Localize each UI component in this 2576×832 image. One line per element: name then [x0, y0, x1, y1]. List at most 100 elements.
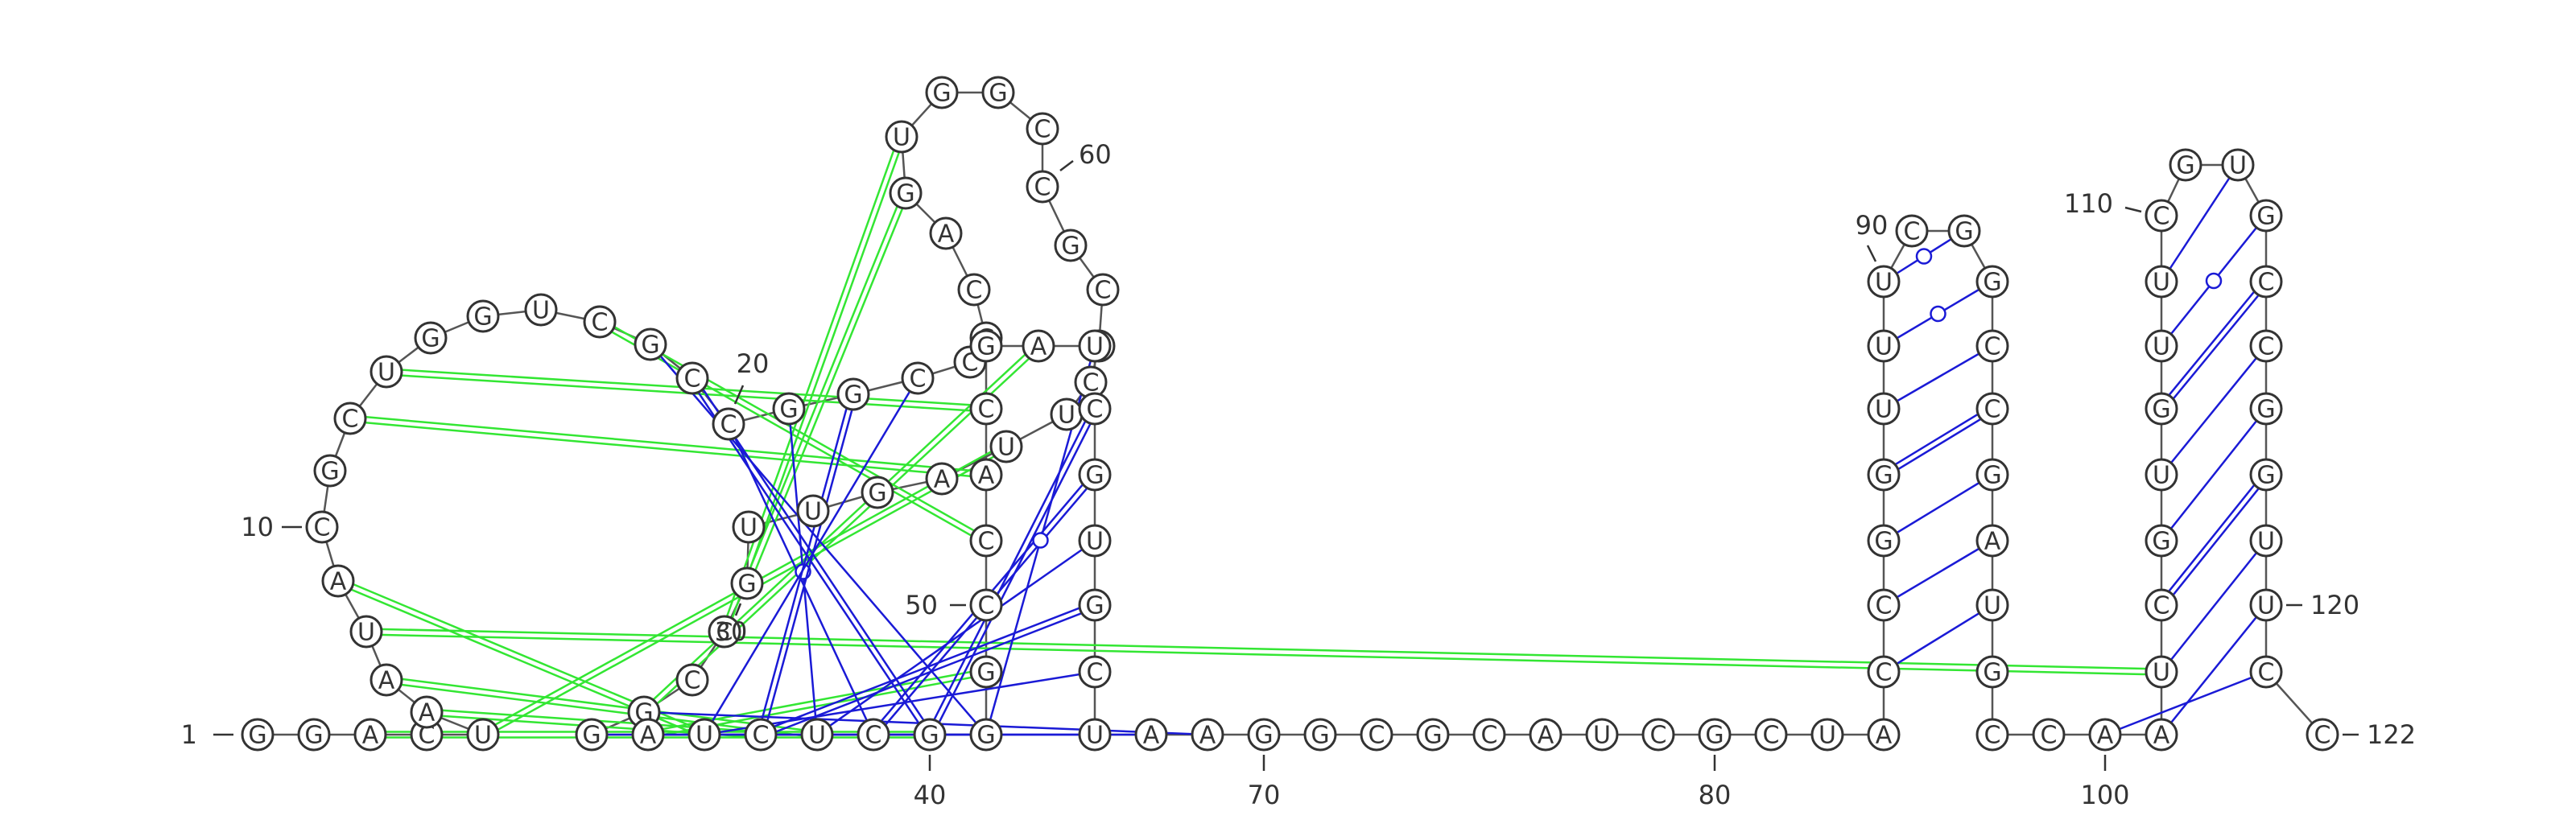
nucleotide-letter: G — [1874, 462, 1893, 490]
nucleotide-letter: G — [421, 325, 440, 353]
nucleotide-letter: C — [1034, 174, 1051, 202]
nucleotide-layer: GGACUAAUACGCUGGUCGCCGGCCGCAGUGGCCGCUCUUA… — [241, 76, 2339, 752]
nucleotide-circle — [1026, 112, 1059, 146]
base-pair-gc — [2162, 476, 2269, 608]
position-label: 10 — [241, 512, 274, 542]
nucleotide-letter: G — [1085, 462, 1104, 490]
nucleotide-letter: C — [1904, 218, 1921, 246]
base-pair-gc — [2162, 282, 2269, 412]
nucleotide-letter: U — [357, 619, 375, 647]
nucleotide-circle — [708, 615, 741, 649]
base-pair-gc — [931, 410, 1099, 737]
nucleotide-letter: G — [1423, 722, 1442, 750]
nucleotide-62: A — [1022, 329, 1055, 363]
nucleotide-circle — [2145, 655, 2178, 689]
nucleotide-circle — [796, 494, 830, 528]
nucleotide-circle — [772, 392, 806, 426]
nucleotide-26: C — [957, 273, 991, 307]
nucleotide-97: A — [1975, 524, 2009, 558]
nucleotide-circle — [1585, 718, 1619, 752]
nucleotide-circle — [583, 305, 617, 339]
nucleotide-letter: G — [1983, 462, 2001, 490]
nucleotide-17: C — [583, 305, 617, 339]
nucleotide-circle — [969, 655, 1003, 689]
position-tick — [734, 603, 742, 616]
nucleotide-circle — [1975, 718, 2009, 752]
nucleotide-121: C — [2249, 655, 2283, 689]
base-pair-gc — [926, 406, 1093, 734]
nucleotide-114: G — [2249, 199, 2283, 233]
nucleotide-letter: C — [1650, 722, 1667, 750]
nucleotide-circle — [1975, 392, 2009, 426]
nucleotide-59: A — [969, 458, 1003, 492]
nucleotide-circle — [925, 462, 959, 496]
nucleotide-letter: G — [1705, 722, 1724, 750]
nucleotide-122: C — [2306, 718, 2339, 752]
nucleotide-81: C — [1754, 718, 1788, 752]
nucleotide-circle — [1086, 273, 1120, 307]
nucleotide-circle — [1947, 214, 1981, 248]
nucleotide-letter: U — [808, 722, 826, 750]
nucleotide-circle — [1975, 458, 2009, 492]
nucleotide-88: U — [1867, 392, 1901, 426]
nucleotide-circle — [1247, 718, 1281, 752]
nucleotide-103: A — [2145, 718, 2178, 752]
nucleotide-circle — [2249, 392, 2283, 426]
nucleotide-letter: U — [2257, 592, 2275, 620]
nucleotide-102: A — [2088, 718, 2122, 752]
nucleotide-118: G — [2249, 458, 2283, 492]
nucleotide-circle — [1134, 718, 1168, 752]
nucleotide-4: C — [410, 718, 444, 752]
nucleotide-letter: U — [1984, 592, 2001, 620]
nucleotide-10: C — [305, 510, 339, 544]
nucleotide-letter: G — [779, 396, 798, 424]
nucleotide-101: C — [2032, 718, 2066, 752]
base-pair-gc — [2158, 278, 2265, 408]
nucleotide-letter: C — [2153, 592, 2170, 620]
nucleotide-86: G — [1867, 524, 1901, 558]
wobble-pair-marker — [2205, 272, 2223, 290]
nucleotide-letter: C — [2041, 722, 2058, 750]
nucleotide-3: A — [353, 718, 387, 752]
nucleotide-circle — [2169, 148, 2202, 182]
nucleotide-letter: G — [248, 722, 266, 750]
nucleotide-letter: G — [1085, 592, 1104, 620]
position-label: 40 — [914, 780, 947, 810]
nucleotide-letter: U — [893, 124, 910, 152]
nucleotide-letter: G — [920, 722, 939, 750]
nucleotide-84: C — [1867, 655, 1901, 689]
nucleotide-letter: A — [378, 667, 395, 695]
nucleotide-20: C — [712, 407, 745, 441]
nucleotide-letter: G — [989, 80, 1007, 108]
nucleotide-letter: A — [2153, 722, 2170, 750]
nucleotide-letter: C — [684, 365, 701, 393]
base-pair-layer — [592, 164, 2269, 739]
nucleotide-circle — [1078, 329, 1112, 363]
nucleotide-circle — [634, 327, 667, 361]
nucleotide-circle — [1810, 718, 1844, 752]
nucleotide-letter: U — [2153, 333, 2170, 361]
nucleotide-circle — [901, 361, 935, 395]
base-pair — [816, 539, 1096, 736]
nucleotide-34: G — [1054, 229, 1088, 262]
nucleotide-120: U — [2249, 588, 2283, 622]
nucleotide-32: C — [1026, 112, 1059, 146]
nucleotide-circle — [2145, 524, 2178, 558]
nucleotide-31: G — [981, 76, 1015, 109]
nucleotide-letter: U — [378, 359, 395, 387]
nucleotide-circle — [1641, 718, 1675, 752]
nucleotide-circle — [353, 718, 387, 752]
nucleotide-57: C — [969, 588, 1003, 622]
nucleotide-circle — [1867, 329, 1901, 363]
nucleotide-letter: U — [1593, 722, 1611, 750]
tertiary-interaction — [349, 420, 986, 479]
nucleotide-107: U — [2145, 458, 2178, 492]
nucleotide-letter: G — [2152, 396, 2170, 424]
nucleotide-circle — [414, 321, 448, 355]
nucleotide-letter: U — [740, 514, 758, 542]
nucleotide-letter: C — [1481, 722, 1498, 750]
nucleotide-letter: C — [1087, 396, 1104, 424]
nucleotide-1: G — [241, 718, 275, 752]
nucleotide-letter: A — [1199, 722, 1216, 750]
base-pair-gc — [2158, 472, 2265, 604]
